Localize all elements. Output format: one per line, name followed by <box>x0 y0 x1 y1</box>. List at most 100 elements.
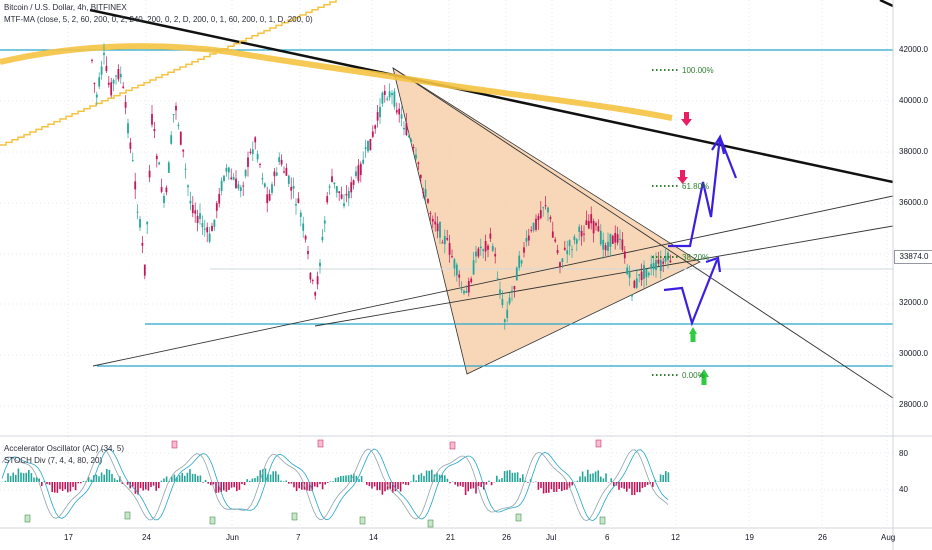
ac-bar <box>9 476 12 482</box>
divergence-marker <box>359 516 366 525</box>
candle-body <box>640 271 643 281</box>
candle-body <box>357 165 360 181</box>
ac-bar <box>238 482 241 490</box>
ac-bar <box>111 473 113 482</box>
candle-body <box>645 268 648 278</box>
candle-body <box>321 236 324 241</box>
ac-bar <box>368 482 371 487</box>
ac-bar <box>199 475 202 482</box>
ac-bar <box>290 482 293 484</box>
ac-bar <box>155 482 157 491</box>
candle-body <box>179 131 182 145</box>
candle-body <box>263 183 266 187</box>
candle-body <box>398 108 401 115</box>
ac-bar <box>514 472 516 482</box>
candle-body <box>328 186 331 188</box>
candle-body <box>182 149 185 152</box>
divergence-marker <box>24 514 31 523</box>
ac-bar <box>477 482 480 487</box>
candle-body <box>261 178 264 180</box>
ac-bar <box>347 475 350 482</box>
ac-bar <box>626 482 628 492</box>
y-tick-label: 38000.0 <box>899 147 928 156</box>
ac-bar <box>503 471 506 482</box>
candle-body <box>499 289 501 295</box>
candle-body <box>535 218 537 230</box>
ac-bar <box>581 471 584 482</box>
ac-bar <box>438 474 441 482</box>
candle-body <box>297 198 300 203</box>
ac-bar <box>449 482 451 484</box>
ac-bar <box>550 482 553 490</box>
ac-bar <box>90 479 92 482</box>
candle-body <box>340 194 343 199</box>
candle-body <box>446 237 449 240</box>
ac-bar <box>202 482 204 483</box>
ac-bar <box>384 482 386 492</box>
y-tick-label: 40000.0 <box>899 96 928 105</box>
ac-bar <box>350 474 352 482</box>
ac-bar <box>644 482 646 487</box>
ac-bar <box>623 482 625 489</box>
candle-body <box>367 140 369 152</box>
ac-bar <box>54 482 56 493</box>
candle-body <box>547 207 549 213</box>
candle-body <box>609 233 612 247</box>
ac-bar <box>327 482 329 483</box>
candle-body <box>491 246 494 251</box>
ac-bar <box>59 482 61 490</box>
candle-body <box>119 74 122 78</box>
candle-body <box>602 239 605 250</box>
ac-bar <box>597 470 599 482</box>
ac-bar <box>436 472 438 482</box>
ac-bar <box>280 480 282 482</box>
ac-bar <box>139 482 142 489</box>
ac-bar <box>64 482 66 490</box>
candle-body <box>585 220 588 225</box>
candle-body <box>412 146 415 148</box>
candle-body <box>527 235 530 241</box>
ac-bar <box>506 470 508 482</box>
candle-body <box>345 194 348 196</box>
ac-bar <box>20 472 22 482</box>
indicator-legend[interactable]: MTF-MA (close, 5, 2, 60, 200, 0, 2, 240,… <box>4 15 313 24</box>
ac-bar <box>418 474 420 482</box>
candle-body <box>227 167 230 173</box>
candle-body <box>307 250 309 255</box>
ac-bar <box>72 482 74 487</box>
candle-body <box>194 210 197 214</box>
candle-body <box>407 135 410 137</box>
candle-body <box>112 80 115 84</box>
candle-body <box>511 290 513 292</box>
candle-body <box>175 105 177 111</box>
ac-bar <box>171 476 173 482</box>
fib-label-382: 38.20% <box>682 253 710 262</box>
candle-body <box>213 219 216 227</box>
ac-bar <box>160 480 163 482</box>
candle-body <box>403 127 405 130</box>
ac-bar <box>340 476 342 482</box>
ac-bar <box>548 482 550 493</box>
symbol-legend[interactable]: Bitcoin / U.S. Dollar, 4h, BITFINEX <box>4 3 127 12</box>
candle-body <box>484 240 487 252</box>
ac-bar <box>311 482 313 492</box>
candle-body <box>167 162 170 173</box>
ac-bar <box>173 474 176 482</box>
candle-body <box>652 262 655 270</box>
x-tick-label: 14 <box>369 533 378 542</box>
ac-legend[interactable]: Accelerator Oscillator (AC) (34, 5) <box>4 444 125 453</box>
candle-body <box>578 226 581 232</box>
candle-body <box>191 204 194 214</box>
ac-bar <box>394 482 397 492</box>
ac-bar <box>223 482 225 491</box>
ac-bar <box>165 476 168 482</box>
ac-bar <box>277 474 280 482</box>
candle-body <box>580 230 583 237</box>
y-tick-label: 30000.0 <box>899 349 928 358</box>
ac-bar <box>22 473 25 482</box>
up-arrow-icon <box>689 327 697 342</box>
x-tick-label: 26 <box>818 533 827 542</box>
stoch-legend[interactable]: STOCH Div (7, 4, 4, 80, 20) <box>4 456 103 465</box>
